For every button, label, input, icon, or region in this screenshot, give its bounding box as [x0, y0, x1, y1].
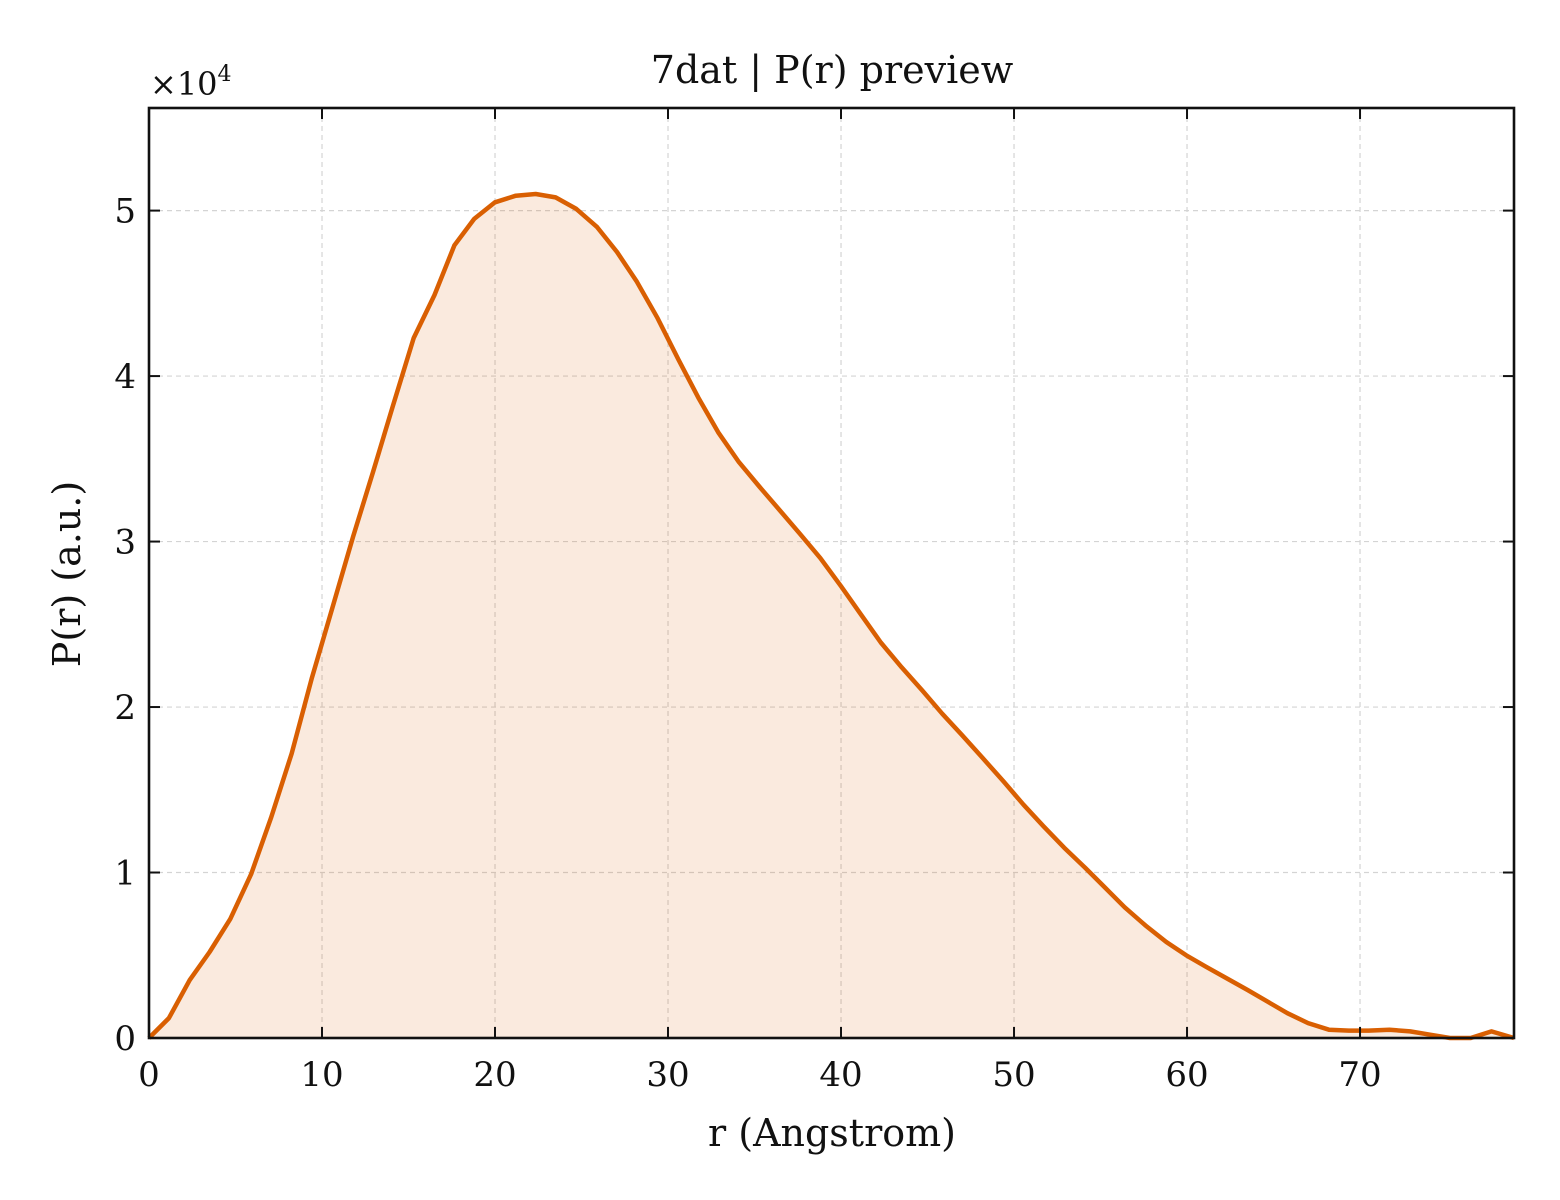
x-tick-label: 10	[300, 1055, 343, 1095]
x-tick-label: 70	[1338, 1055, 1381, 1095]
x-tick-label: 40	[819, 1055, 862, 1095]
y-tick-label: 3	[114, 523, 136, 563]
y-axis-label: P(r) (a.u.)	[45, 481, 89, 667]
y-tick-label: 0	[114, 1019, 136, 1059]
x-tick-label: 50	[992, 1055, 1035, 1095]
chart-title: 7dat | P(r) preview	[651, 48, 1014, 92]
y-tick-label: 2	[114, 688, 136, 728]
y-tick-label: 4	[114, 357, 136, 397]
series-line	[147, 191, 1515, 1041]
axis-ticks: 0 10 20 30 40 50 60 70 0 1 2 3 4 5	[114, 108, 1514, 1095]
grid-lines	[149, 108, 1514, 1038]
y-axis-multiplier: ×104	[150, 62, 232, 103]
y-multiplier-base: ×10	[150, 65, 218, 103]
x-tick-label: 30	[646, 1055, 689, 1095]
x-tick-label: 60	[1165, 1055, 1208, 1095]
x-tick-label: 20	[473, 1055, 516, 1095]
x-tick-label: 0	[138, 1055, 160, 1095]
y-tick-label: 1	[114, 854, 136, 894]
y-multiplier-exponent: 4	[218, 62, 232, 87]
x-axis-label: r (Angstrom)	[708, 1111, 956, 1155]
plot-frame	[147, 106, 1516, 1040]
series-area-fill	[149, 194, 1514, 1038]
y-tick-label: 5	[114, 192, 136, 232]
